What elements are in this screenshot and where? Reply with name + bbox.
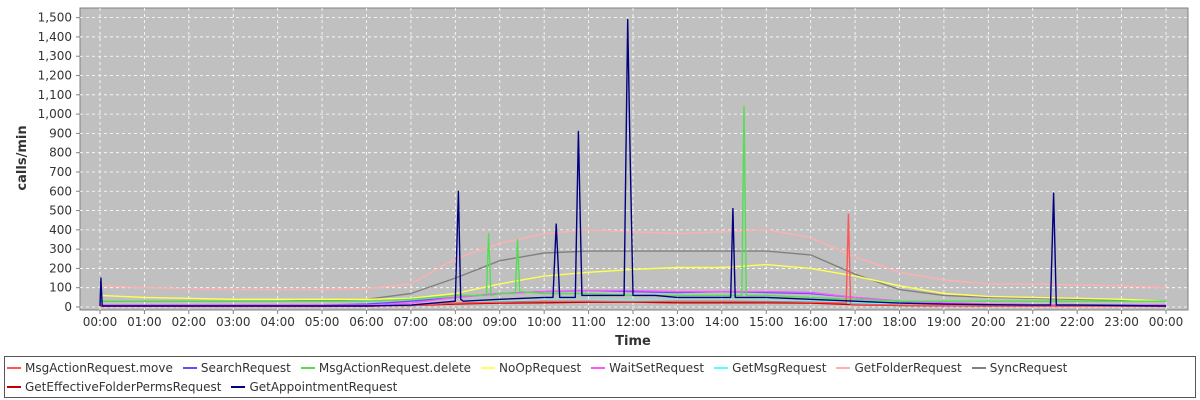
x-tick-label: 18:00 [882,315,917,329]
y-tick-label: 300 [49,242,72,256]
legend-item: SyncRequest [971,361,1068,375]
x-tick-label: 03:00 [216,315,251,329]
y-tick-label: 1,500 [38,11,72,25]
x-tick-label: 12:00 [616,315,651,329]
x-tick-label: 04:00 [260,315,295,329]
legend-item: MsgActionRequest.delete [300,361,472,375]
x-tick-label: 14:00 [705,315,740,329]
series-line-msgactionrequest-delete [100,105,1166,302]
legend-label: SyncRequest [989,361,1068,375]
legend-swatch [7,386,21,388]
x-tick-label: 13:00 [660,315,695,329]
plot-area [79,7,1189,311]
y-tick-label: 200 [49,261,72,275]
legend-item: MsgActionRequest.move [7,361,173,375]
line-chart: calls/min Time 0 100 200 300 400 500 600 700 800… [15,7,1189,349]
legend-swatch [836,367,851,369]
x-tick-label: 02:00 [172,315,207,329]
legend-swatch [591,367,606,369]
legend-item: WaitSetRequest [591,361,704,375]
legend-swatch [7,367,21,369]
x-tick-label: 00:00 [1149,315,1184,329]
legend-label: MsgActionRequest.delete [318,361,472,375]
x-tick-label: 10:00 [527,315,562,329]
x-tick-label: 05:00 [305,315,340,329]
x-tick-label: 09:00 [482,315,517,329]
legend: MsgActionRequest.move SearchRequest MsgA… [4,356,1196,398]
legend-swatch [231,386,246,388]
x-tick-label: 11:00 [571,315,606,329]
legend-label: GetMsgRequest [732,361,827,375]
series-line-getfolderrequest [99,229,1167,291]
legend-label: NoOpRequest [499,361,582,375]
y-tick-label: 1,400 [38,30,72,44]
y-tick-label: 1,100 [38,88,72,102]
series-line-getappointmentrequest [99,18,1167,307]
y-tick-label: 1,300 [38,49,72,63]
legend-label: SearchRequest [200,361,291,375]
legend-swatch [971,367,986,369]
legend-row-2: GetEffectiveFolderPermsRequest GetAppoin… [5,380,405,394]
legend-item: GetMsgRequest [714,361,826,375]
y-axis-title: calls/min [15,125,30,190]
grid-lines [80,8,1188,310]
legend-swatch [481,367,496,369]
x-tick-label: 22:00 [1060,315,1095,329]
legend-swatch [300,367,315,369]
legend-item: NoOpRequest [481,361,581,375]
legend-label: GetFolderRequest [854,361,962,375]
y-tick-label: 100 [49,281,72,295]
x-tick-label: 17:00 [838,315,873,329]
x-tick-label: 20:00 [971,315,1006,329]
legend-label: GetAppointmentRequest [249,380,398,394]
y-tick-label: 400 [49,223,72,237]
legend-row-1: MsgActionRequest.move SearchRequest MsgA… [5,361,1075,375]
series-layer [99,18,1167,308]
x-tick-label: 01:00 [127,315,162,329]
x-tick-label: 16:00 [793,315,828,329]
x-axis-title: Time [615,334,651,349]
legend-label: WaitSetRequest [609,361,705,375]
y-tick-label: 500 [49,204,72,218]
x-tick-label: 06:00 [349,315,384,329]
legend-item: SearchRequest [182,361,291,375]
legend-label: GetEffectiveFolderPermsRequest [25,380,222,394]
legend-item: GetEffectiveFolderPermsRequest [7,380,221,394]
legend-item: GetFolderRequest [836,361,962,375]
y-tick-label: 0 [64,300,72,314]
legend-swatch [714,367,729,369]
y-tick-label: 700 [49,165,72,179]
legend-label: MsgActionRequest.move [25,361,173,375]
x-tick-label: 23:00 [1104,315,1139,329]
y-tick-label: 600 [49,184,72,198]
x-tick-label: 15:00 [749,315,784,329]
legend-swatch [182,367,197,369]
y-tick-label: 1,000 [38,107,72,121]
x-tick-label: 07:00 [394,315,429,329]
x-axis: 00:00 01:00 02:00 03:00 04:00 05:00 06:00 07:00… [83,310,1184,329]
y-axis: 0 100 200 300 400 500 600 700 800 900 1,000 1,100 1,… [38,11,80,314]
x-tick-label: 19:00 [927,315,962,329]
y-tick-label: 900 [49,126,72,140]
x-tick-label: 08:00 [438,315,473,329]
x-tick-label: 00:00 [83,315,118,329]
x-tick-label: 21:00 [1015,315,1050,329]
y-tick-label: 1,200 [38,69,72,83]
y-tick-label: 800 [49,146,72,160]
legend-item: GetAppointmentRequest [231,380,397,394]
